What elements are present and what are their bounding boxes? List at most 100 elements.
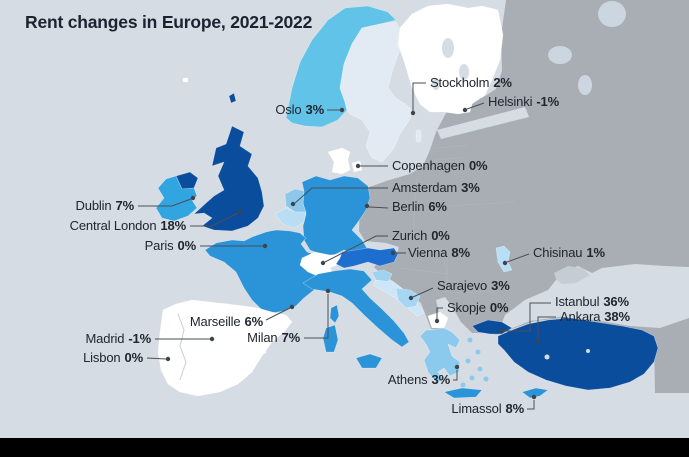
label-stockholm: Stockholm 2% — [430, 76, 512, 90]
city-name: Skopje — [447, 300, 486, 315]
city-name: Milan — [247, 330, 278, 345]
lake-onega — [578, 75, 592, 95]
city-value: -1% — [128, 331, 151, 346]
leader-lines — [138, 82, 556, 410]
country-cyprus — [521, 387, 549, 399]
city-name: Zurich — [392, 228, 428, 243]
island-crete — [443, 387, 483, 399]
country-greece — [419, 327, 461, 383]
region-northern-ireland — [175, 171, 199, 190]
city-name: Athens — [387, 372, 428, 387]
crimea-peninsula — [554, 266, 590, 284]
city-value: 8% — [505, 401, 525, 416]
city-name: Limassol — [451, 401, 502, 416]
city-name: Istanbul — [555, 294, 600, 309]
city-name: Dublin — [75, 198, 112, 213]
island-mallorca — [245, 347, 255, 353]
country-turkey — [497, 317, 659, 391]
city-name: Copenhagen — [392, 158, 465, 173]
region-iberia — [157, 299, 293, 397]
country-denmark — [327, 147, 351, 175]
island-corsica — [329, 304, 340, 324]
label-lisbon: Lisbon 0% — [83, 351, 143, 365]
neutral-borders — [366, 144, 516, 294]
gulf-of-finland — [437, 107, 529, 139]
city-value: 8% — [451, 245, 470, 260]
country-italy — [302, 268, 410, 348]
city-name: Lisbon — [83, 350, 121, 365]
city-value: 3% — [431, 372, 451, 387]
label-ankara: Ankara 38% — [560, 310, 630, 324]
country-moldova — [495, 245, 513, 273]
city-value: 3% — [491, 278, 510, 293]
label-central-london: Central London 18% — [69, 218, 187, 233]
city-value: 6% — [244, 314, 264, 329]
city-name: Amsterdam — [392, 180, 458, 195]
island-menorca — [259, 349, 267, 355]
finnish-lake — [442, 38, 454, 58]
label-skopje: Skopje 0% — [447, 300, 509, 315]
city-value: 7% — [281, 330, 301, 345]
city-name: Vienna — [408, 245, 448, 260]
country-finland — [397, 3, 504, 115]
lake-ladoga — [548, 46, 572, 64]
city-value: 38% — [604, 309, 630, 324]
city-value: 18% — [160, 218, 186, 233]
label-sarajevo: Sarajevo 3% — [437, 279, 510, 293]
label-dublin: Dublin 7% — [75, 198, 135, 213]
city-name: Stockholm — [430, 75, 490, 90]
europe-map — [138, 0, 689, 410]
label-amsterdam: Amsterdam 3% — [392, 181, 480, 195]
city-name: Chisinau — [533, 245, 583, 260]
leader-dots — [165, 107, 541, 400]
city-name: Berlin — [392, 199, 425, 214]
label-zurich: Zurich 0% — [392, 229, 450, 243]
label-paris: Paris 0% — [144, 238, 197, 253]
white-sea — [598, 1, 626, 27]
city-value: 3% — [305, 102, 325, 117]
city-name: Helsinki — [488, 94, 533, 109]
city-name: Marseille — [189, 314, 241, 329]
label-vienna: Vienna 8% — [408, 246, 470, 260]
island-shetland — [228, 92, 237, 104]
city-name: Central London — [69, 218, 157, 233]
lake-van — [586, 349, 590, 353]
country-belgium — [274, 207, 307, 229]
page-title: Rent changes in Europe, 2021-2022 — [25, 12, 313, 32]
city-value: 2% — [493, 75, 512, 90]
city-value: 36% — [603, 294, 629, 309]
city-value: 0% — [431, 228, 450, 243]
label-chisinau: Chisinau 1% — [533, 246, 605, 260]
label-limassol: Limassol 8% — [451, 402, 524, 416]
label-helsinki: Helsinki -1% — [488, 95, 559, 109]
label-athens: Athens 3% — [388, 373, 450, 387]
city-value: -1% — [536, 94, 559, 109]
city-value: 6% — [428, 199, 447, 214]
lake-tuz — [544, 354, 550, 360]
city-name: Paris — [144, 238, 174, 253]
city-name: Sarajevo — [437, 278, 488, 293]
country-ireland — [155, 175, 198, 222]
label-milan: Milan 7% — [247, 331, 300, 345]
label-oslo: Oslo 3% — [275, 103, 324, 117]
label-istanbul: Istanbul 36% — [555, 295, 629, 309]
island-sicily — [355, 353, 383, 369]
label-copenhagen: Copenhagen 0% — [392, 158, 488, 173]
country-bosnia — [395, 287, 421, 309]
country-united-kingdom — [193, 125, 265, 232]
country-netherlands — [284, 188, 307, 213]
finnish-lake — [432, 78, 440, 90]
label-madrid: Madrid -1% — [85, 332, 151, 346]
footer-bar — [0, 438, 689, 457]
aegean-islands — [460, 337, 489, 388]
city-value: 0% — [468, 158, 488, 173]
island-faroe — [182, 77, 189, 83]
city-name: Ankara — [560, 309, 601, 324]
city-value: 0% — [124, 350, 144, 365]
city-value: 1% — [586, 245, 605, 260]
city-value: 0% — [177, 238, 197, 253]
country-austria — [335, 247, 399, 269]
island-gotland — [415, 129, 422, 143]
country-slovenia — [371, 269, 393, 283]
